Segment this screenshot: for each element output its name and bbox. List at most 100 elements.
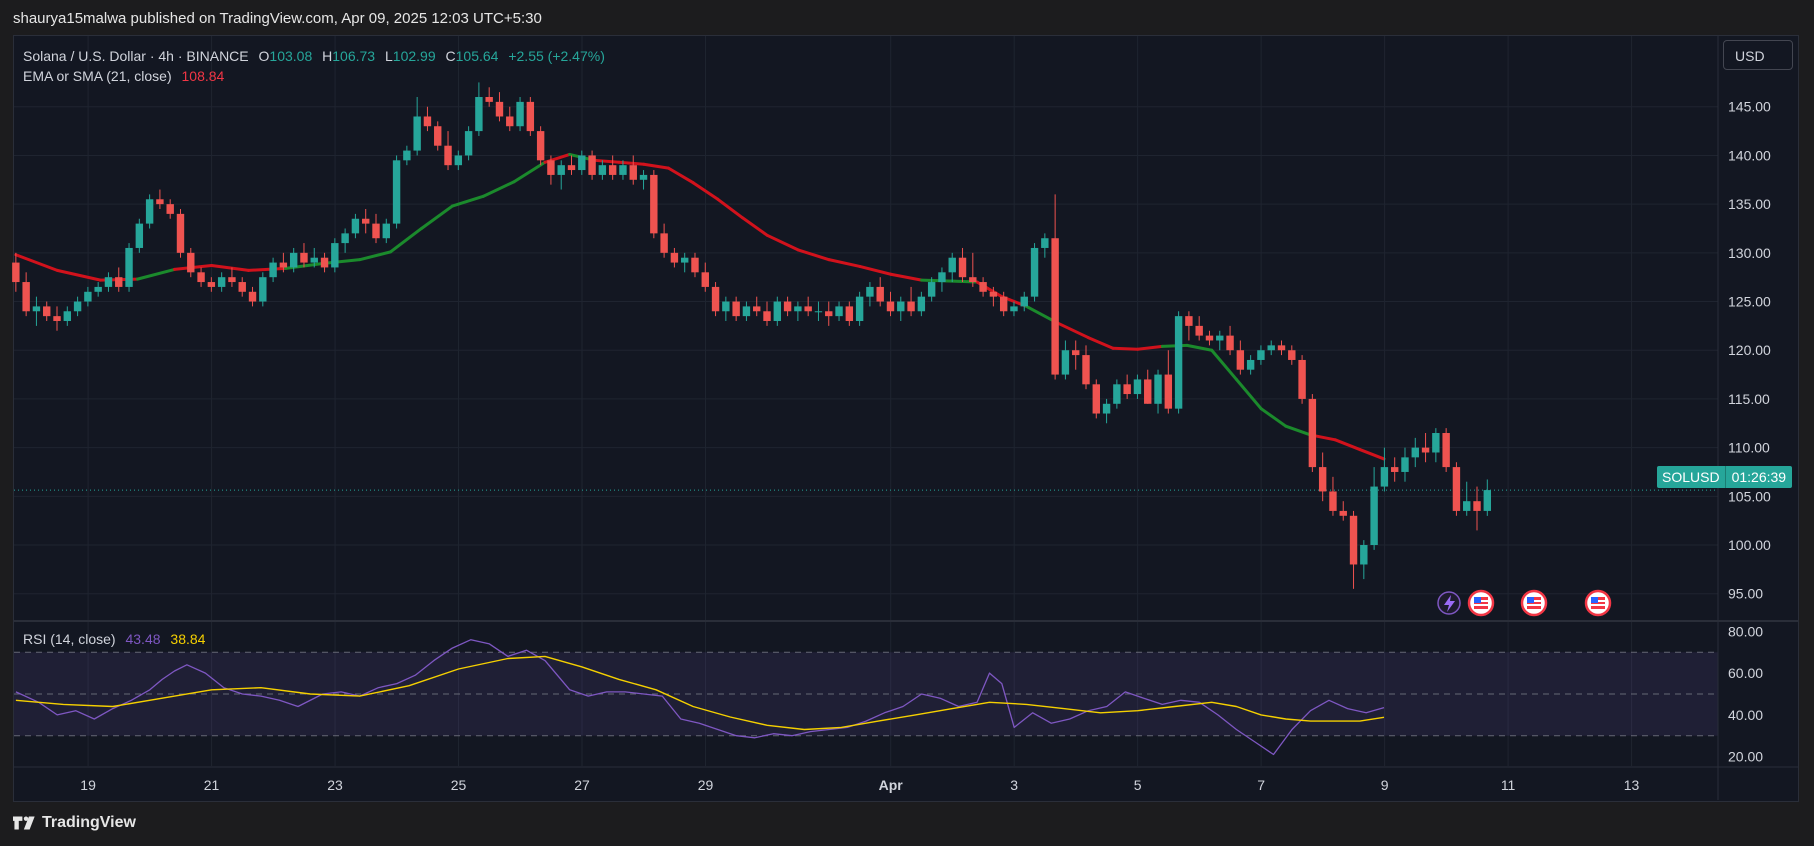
candle — [217, 272, 226, 292]
candle — [32, 296, 41, 326]
price-tick-label: 130.00 — [1728, 245, 1771, 261]
symbol-title[interactable]: Solana / U.S. Dollar · 4h · BINANCE — [23, 48, 249, 64]
candle — [1298, 355, 1306, 404]
candle-body — [115, 277, 123, 287]
candle — [495, 92, 504, 122]
candle — [63, 306, 72, 326]
candle-body — [1020, 296, 1028, 307]
candle — [598, 160, 607, 180]
ma-segment — [389, 226, 423, 254]
candle — [866, 282, 874, 307]
rsi-label[interactable]: RSI (14, close) — [23, 631, 116, 647]
candle-body — [289, 252, 298, 268]
candle-body — [104, 277, 113, 287]
candle-body — [1236, 350, 1245, 370]
candle-body — [650, 174, 658, 234]
candle — [1370, 467, 1378, 550]
price-tag-symbol: SOLUSD — [1657, 466, 1725, 488]
candle-body — [814, 311, 823, 313]
chart-legend: Solana / U.S. Dollar · 4h · BINANCE O103… — [23, 46, 611, 86]
candle-body — [464, 131, 473, 156]
ma-segment — [666, 166, 695, 185]
ma-segment — [1055, 321, 1090, 340]
ma-segment — [1259, 407, 1288, 428]
us-flag-event-icon — [1584, 589, 1612, 617]
candle-body — [1432, 433, 1440, 453]
candle-body — [1051, 238, 1059, 375]
price-tick-label: 100.00 — [1728, 537, 1771, 553]
candle — [1483, 479, 1492, 516]
candle-body — [300, 252, 308, 263]
candle-body — [444, 145, 452, 166]
ma-segment — [1160, 343, 1189, 348]
candle — [578, 150, 586, 175]
candle — [506, 106, 514, 132]
us-flag-event-icon — [1467, 589, 1495, 617]
candle-body — [866, 286, 874, 297]
candle-body — [804, 306, 812, 312]
candle-body — [1113, 384, 1121, 404]
candle — [753, 296, 761, 317]
candle-body — [557, 165, 565, 175]
candle — [392, 155, 401, 229]
candle — [938, 267, 946, 292]
candle-body — [423, 116, 432, 127]
candle-body — [897, 301, 905, 312]
price-tick-label: 140.00 — [1728, 147, 1771, 163]
ohlc-open: O103.08 — [258, 48, 313, 64]
candle-body — [135, 223, 144, 248]
candle — [1216, 330, 1224, 351]
candle-body — [485, 97, 493, 102]
candle — [464, 126, 473, 161]
candle-body — [22, 282, 30, 312]
price-tick-label: 105.00 — [1728, 488, 1771, 504]
time-tick-label: 13 — [1624, 777, 1640, 793]
candle — [907, 286, 915, 317]
candle — [166, 199, 174, 219]
candle-body — [1072, 350, 1080, 356]
symbol-legend-row: Solana / U.S. Dollar · 4h · BINANCE O103… — [23, 46, 611, 66]
candle — [22, 272, 30, 317]
candle-body — [526, 101, 535, 132]
candle — [588, 150, 596, 180]
candle-body — [536, 131, 545, 161]
candle-body — [1061, 350, 1070, 375]
ma-indicator-value: 108.84 — [181, 68, 225, 84]
candle-body — [63, 311, 72, 322]
candle — [526, 97, 535, 136]
ma-segment — [1358, 448, 1386, 461]
currency-button[interactable]: USD — [1723, 40, 1793, 70]
candle — [835, 301, 843, 322]
candle — [444, 131, 452, 171]
candle — [1318, 452, 1327, 502]
candle — [1401, 447, 1409, 482]
footer-brand[interactable]: TradingView — [42, 814, 136, 831]
candle-body — [43, 306, 51, 317]
tradingview-logo-icon[interactable] — [13, 815, 39, 831]
ma-segment — [741, 216, 769, 237]
candle-body — [1082, 355, 1090, 385]
candle — [1174, 311, 1183, 414]
candle-body — [783, 301, 792, 312]
ma-segment — [765, 233, 800, 252]
price-tick-label: 95.00 — [1728, 586, 1763, 602]
candle — [516, 97, 524, 132]
rsi-tick-label: 60.00 — [1728, 665, 1763, 681]
candle — [804, 296, 812, 317]
ma-segment — [210, 263, 251, 272]
time-tick-label: 19 — [80, 777, 96, 793]
chart-frame[interactable] — [13, 35, 1799, 802]
price-change: +2.55 (+2.47%) — [508, 48, 605, 64]
candle-body — [506, 116, 514, 127]
ma-segment — [55, 268, 102, 282]
candle-body — [372, 223, 380, 239]
ma-segment — [858, 264, 893, 276]
candle — [1308, 394, 1317, 472]
candle — [794, 301, 802, 322]
event-icons-layer — [1437, 589, 1612, 617]
ma-indicator-label[interactable]: EMA or SMA (21, close) — [23, 68, 172, 84]
candle — [1082, 345, 1090, 390]
candle — [567, 155, 576, 175]
candle-body — [1473, 501, 1481, 511]
